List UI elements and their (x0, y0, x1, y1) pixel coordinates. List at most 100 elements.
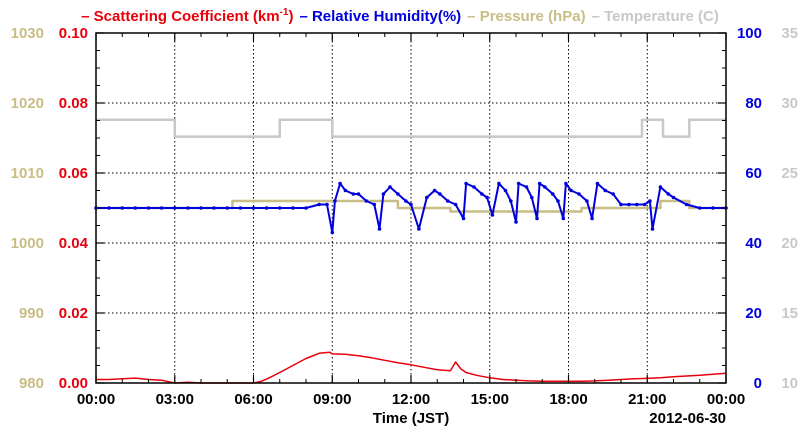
humidity-point (619, 202, 623, 207)
humidity-point (603, 188, 608, 193)
humidity-point (556, 199, 560, 203)
tick-label-humidity: 60 (745, 165, 762, 182)
humidity-point (472, 185, 476, 189)
x-tick-label: 15:00 (471, 391, 509, 408)
humidity-point (453, 202, 458, 207)
humidity-point (325, 202, 329, 207)
x-tick-label: 21:00 (628, 391, 666, 408)
tick-label-temperature: 15 (781, 305, 798, 322)
x-tick-label: 00:00 (707, 391, 745, 408)
tick-label-pressure: 990 (19, 305, 44, 322)
x-tick-label: 09:00 (313, 391, 351, 408)
tick-label-pressure: 1030 (11, 25, 44, 42)
humidity-point (338, 181, 342, 186)
humidity-point (537, 181, 542, 186)
humidity-point (330, 230, 335, 235)
humidity-point (377, 227, 382, 231)
humidity-point (199, 206, 203, 210)
humidity-point (650, 227, 655, 231)
legend-entry: Relative Humidity(%) (312, 8, 461, 25)
humidity-point (524, 185, 529, 189)
humidity-point (432, 188, 437, 193)
humidity-point (509, 199, 513, 203)
humidity-point (291, 206, 295, 210)
humidity-point (173, 206, 177, 210)
x-tick-label: 03:00 (156, 391, 194, 408)
tick-label-scattering: 0.06 (59, 165, 88, 182)
humidity-point (364, 199, 369, 203)
tick-label-scattering: 0.08 (59, 95, 88, 112)
humidity-point (569, 188, 573, 193)
humidity-point (585, 199, 589, 203)
humidity-point (333, 199, 337, 203)
x-tick-label: 18:00 (549, 391, 587, 408)
humidity-point (551, 192, 555, 196)
humidity-point (590, 216, 594, 221)
humidity-point (543, 185, 547, 189)
humidity-point (564, 181, 568, 186)
legend-dash: – (592, 8, 605, 25)
humidity-point (159, 206, 164, 210)
humidity-point (711, 206, 715, 210)
humidity-point (514, 220, 518, 224)
humidity-point (658, 185, 663, 189)
legend-line: – Scattering Coefficient (km-1) – Relativ… (81, 7, 719, 25)
humidity-point (485, 195, 489, 200)
axes-layer: 10301020101010009909800.100.080.060.040.… (11, 25, 798, 408)
legend: – Scattering Coefficient (km-1) – Relativ… (81, 7, 719, 25)
tick-label-humidity: 0 (754, 375, 762, 392)
humidity-point (278, 206, 282, 210)
humidity-point (107, 206, 111, 210)
humidity-point (409, 202, 413, 207)
humidity-point (304, 206, 308, 210)
humidity-point (351, 192, 356, 196)
humidity-point (635, 202, 639, 207)
grid (96, 33, 726, 383)
tick-label-scattering: 0.04 (59, 235, 89, 252)
humidity-point (146, 206, 151, 210)
tick-label-scattering: 0.00 (59, 375, 88, 392)
tick-label-temperature: 20 (781, 235, 798, 252)
humidity-point (666, 192, 671, 196)
legend-entry: Scattering Coefficient (km (94, 8, 280, 25)
humidity-point (671, 195, 676, 200)
legend-close: ) (288, 8, 293, 25)
humidity-point (648, 199, 652, 203)
humidity-point (417, 227, 421, 231)
humidity-point (530, 195, 534, 200)
humidity-point (464, 181, 468, 186)
legend-dash: – (299, 8, 312, 25)
humidity-point (356, 192, 361, 196)
humidity-point (264, 206, 269, 210)
humidity-point (535, 216, 539, 221)
tick-label-temperature: 10 (781, 375, 798, 392)
humidity-point (490, 213, 495, 217)
humidity-point (698, 206, 702, 210)
humidity-point (343, 188, 348, 193)
humidity-point (372, 202, 377, 207)
legend-superscript: -1 (280, 7, 289, 18)
humidity-point (503, 188, 508, 193)
humidity-point (446, 199, 450, 203)
humidity-point (317, 202, 321, 207)
humidity-point (438, 192, 442, 196)
tick-label-pressure: 980 (19, 375, 44, 392)
humidity-point (251, 206, 256, 210)
legend-entry: Temperature (C) (604, 8, 719, 25)
tick-label-temperature: 25 (781, 165, 798, 182)
tick-label-scattering: 0.02 (59, 305, 88, 322)
x-tick-label: 00:00 (77, 391, 115, 408)
humidity-point (225, 206, 230, 210)
tick-label-pressure: 1010 (11, 165, 44, 182)
humidity-point (381, 192, 386, 196)
humidity-point (120, 206, 125, 210)
x-tick-label: 12:00 (392, 391, 430, 408)
humidity-point (497, 181, 501, 186)
humidity-point (642, 202, 647, 207)
date-label: 2012-06-30 (649, 410, 726, 427)
tick-label-pressure: 1020 (11, 95, 44, 112)
humidity-point (516, 181, 521, 186)
humidity-point (561, 216, 566, 221)
humidity-point (186, 206, 190, 210)
